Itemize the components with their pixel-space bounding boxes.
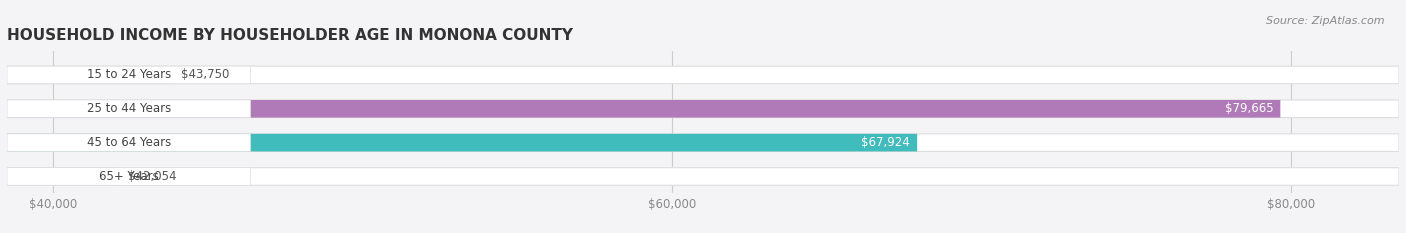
Text: 25 to 44 Years: 25 to 44 Years: [87, 102, 172, 115]
FancyBboxPatch shape: [7, 168, 1399, 185]
FancyBboxPatch shape: [7, 66, 170, 84]
Text: HOUSEHOLD INCOME BY HOUSEHOLDER AGE IN MONONA COUNTY: HOUSEHOLD INCOME BY HOUSEHOLDER AGE IN M…: [7, 28, 574, 43]
FancyBboxPatch shape: [7, 134, 1399, 151]
Text: Source: ZipAtlas.com: Source: ZipAtlas.com: [1267, 16, 1385, 26]
Text: 15 to 24 Years: 15 to 24 Years: [87, 69, 172, 82]
Text: $43,750: $43,750: [180, 69, 229, 82]
Text: $79,665: $79,665: [1225, 102, 1274, 115]
FancyBboxPatch shape: [7, 100, 250, 118]
FancyBboxPatch shape: [7, 66, 250, 84]
FancyBboxPatch shape: [7, 134, 917, 151]
Text: 45 to 64 Years: 45 to 64 Years: [87, 136, 172, 149]
FancyBboxPatch shape: [7, 168, 250, 185]
FancyBboxPatch shape: [7, 66, 1399, 84]
Text: 65+ Years: 65+ Years: [98, 170, 159, 183]
Text: $42,054: $42,054: [128, 170, 177, 183]
FancyBboxPatch shape: [7, 168, 117, 185]
FancyBboxPatch shape: [7, 100, 1281, 118]
FancyBboxPatch shape: [7, 100, 1399, 118]
FancyBboxPatch shape: [7, 134, 250, 151]
Text: $67,924: $67,924: [862, 136, 910, 149]
